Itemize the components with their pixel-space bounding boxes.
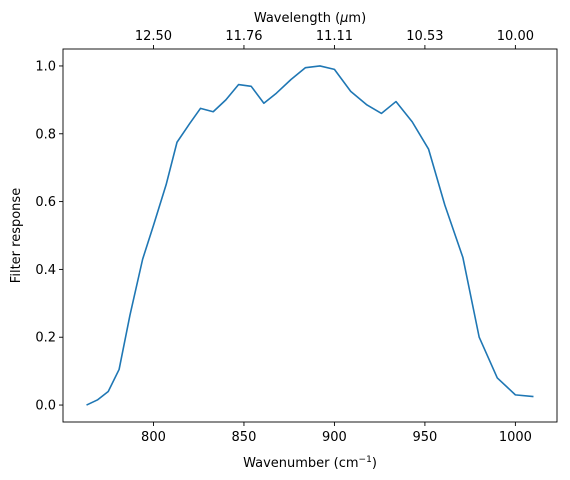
y-tick-label: 0.0 [35,399,56,414]
plot-frame [62,48,558,423]
x-tick-label: 900 [322,430,347,445]
x-tick-label: 950 [412,430,437,445]
top-tick-label: 12.50 [135,29,172,44]
x-tick-label: 800 [141,430,166,445]
x-tick-label: 1000 [499,430,532,445]
y-tick-label: 0.2 [35,331,56,346]
top-tick-label: 10.00 [497,29,534,44]
axes: 800 850 900 950 1000 12.50 11.76 11.11 10.53 10.0… [35,29,558,445]
top-tick-label: 11.11 [316,29,353,44]
y-tick-label: 0.6 [35,195,56,210]
top-axis-label: Wavelength (μm) [254,11,366,26]
y-tick-label: 0.4 [35,263,56,278]
series-line-0 [86,65,534,406]
y-axis-label: Filter response [9,188,24,283]
top-tick-label: 10.53 [406,29,443,44]
x-axis-label: Wavenumber (cm−1) [243,455,377,471]
x-tick-label: 850 [232,430,257,445]
y-tick-label: 1.0 [35,59,56,74]
y-tick-label: 0.8 [35,127,56,142]
top-tick-label: 11.76 [225,29,262,44]
plot-area [86,65,534,406]
